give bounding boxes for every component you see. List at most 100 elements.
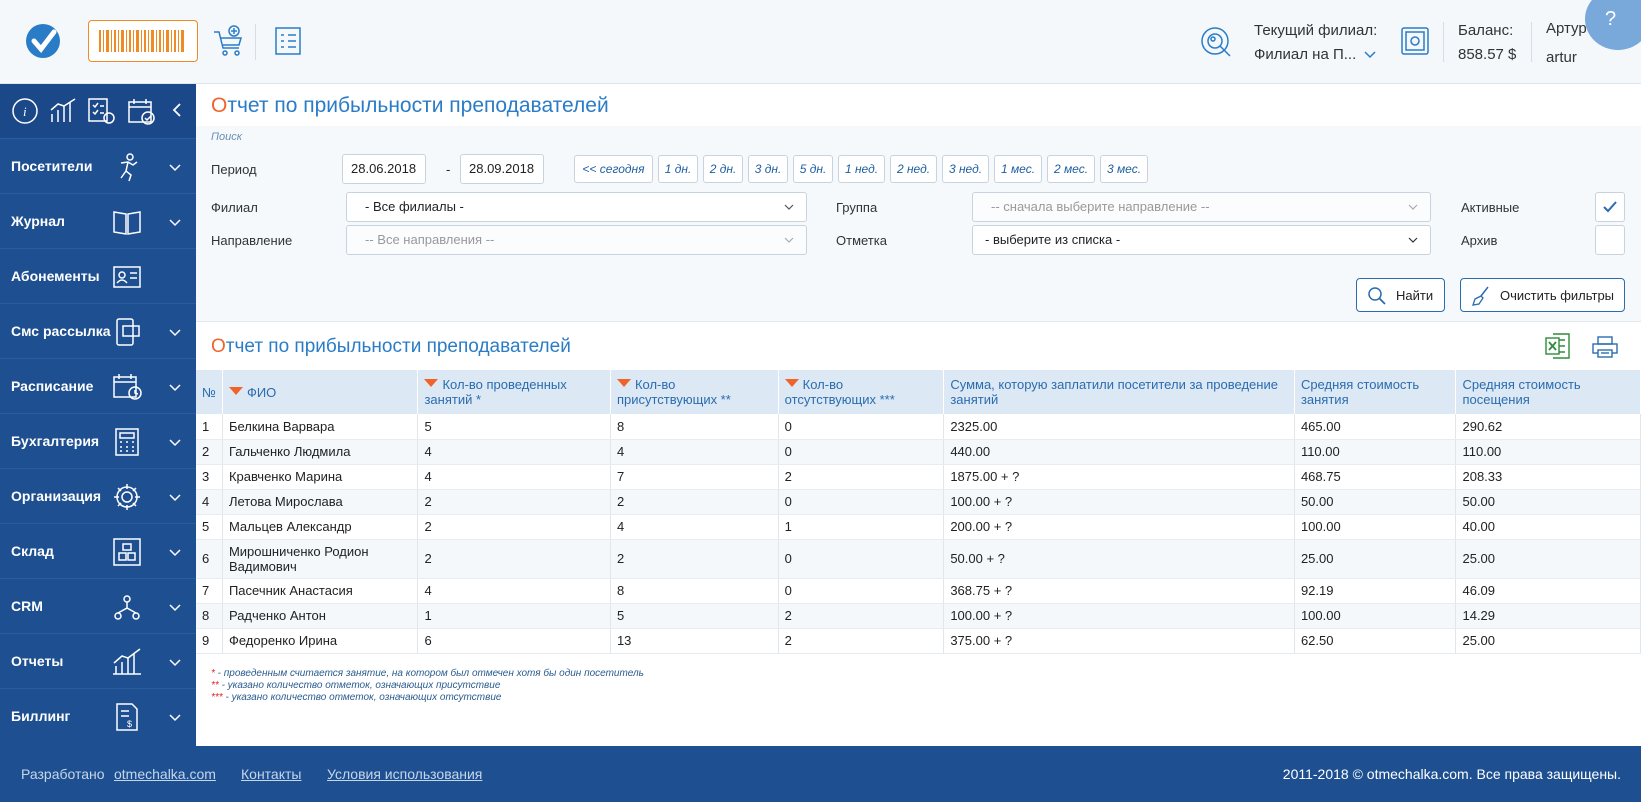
cart-icon[interactable]	[212, 24, 244, 58]
cell-name: Гальченко Людмила	[222, 439, 419, 465]
help-button[interactable]: ?	[1585, 0, 1641, 50]
group-filter-value: -- сначала выберите направление --	[991, 199, 1210, 214]
calendar-check-icon[interactable]	[126, 96, 156, 126]
barcode-button[interactable]	[88, 20, 198, 62]
developed-label: Разработано	[21, 766, 105, 782]
chart-icon	[113, 648, 141, 675]
sidebar-item-organization[interactable]: Организация	[0, 468, 196, 523]
cell-lessons: 4	[417, 464, 611, 490]
sidebar-item-accounting[interactable]: Бухгалтерия	[0, 413, 196, 468]
branch-filter-label: Филиал	[211, 200, 258, 215]
sidebar-item-label: Отчеты	[11, 653, 64, 669]
sort-arrow-icon	[616, 379, 631, 387]
cell-lessons: 4	[417, 439, 611, 465]
collapse-sidebar-icon[interactable]	[170, 102, 184, 118]
cell-lessons: 2	[417, 539, 611, 579]
logo-icon[interactable]	[24, 22, 62, 60]
person-icon	[120, 153, 138, 182]
user-login[interactable]: artur	[1546, 49, 1577, 66]
col-header-name[interactable]: ФИО	[222, 370, 419, 414]
clear-filters-button[interactable]: Очистить фильтры	[1460, 278, 1625, 312]
current-branch-select[interactable]: Филиал на П...	[1254, 46, 1357, 63]
chevron-down-icon[interactable]	[1364, 48, 1376, 60]
quick-3d-button[interactable]: 3 дн.	[748, 155, 788, 183]
date-to-input[interactable]: 28.09.2018	[460, 154, 544, 184]
cell-absent: 0	[778, 539, 945, 579]
date-from-input[interactable]: 28.06.2018	[342, 154, 426, 184]
cell-absent: 2	[778, 628, 945, 654]
sidebar-item-reports[interactable]: Отчеты	[0, 633, 196, 688]
sidebar-item-warehouse[interactable]: Склад	[0, 523, 196, 578]
branch-filter-select[interactable]: - Все филиалы -	[346, 192, 807, 222]
contacts-link[interactable]: Контакты	[241, 766, 302, 782]
col-header-absent[interactable]: Кол-во отсутствующих ***	[778, 370, 945, 414]
cell-sum: 50.00 + ?	[943, 539, 1295, 579]
table-row: 8 Радченко Антон 1 5 2 100.00 + ? 100.00 14.29	[196, 603, 1641, 629]
stats-icon[interactable]	[48, 96, 78, 126]
chevron-down-icon	[1408, 204, 1418, 210]
sidebar-item-visitors[interactable]: Посетители	[0, 138, 196, 193]
group-filter-select[interactable]: -- сначала выберите направление --	[972, 192, 1431, 222]
cell-avg-lesson: 465.00	[1294, 414, 1457, 440]
info-icon[interactable]: i	[10, 96, 40, 126]
col-header-avg-visit: Средняя стоимость посещения	[1455, 370, 1641, 414]
quick-1w-button[interactable]: 1 нед.	[838, 155, 885, 183]
quick-today-button[interactable]: << сегодня	[574, 155, 653, 183]
find-button[interactable]: Найти	[1356, 278, 1445, 312]
mark-filter-label: Отметка	[836, 233, 887, 248]
sidebar-item-subscriptions[interactable]: Абонементы	[0, 248, 196, 303]
quick-1m-button[interactable]: 1 мес.	[994, 155, 1042, 183]
quick-5d-button[interactable]: 5 дн.	[793, 155, 833, 183]
table-row: 3 Кравченко Марина 4 7 2 1875.00 + ? 468.75 208…	[196, 464, 1641, 490]
cell-avg-lesson: 110.00	[1294, 439, 1457, 465]
mark-filter-select[interactable]: - выберите из списка -	[972, 225, 1431, 255]
quick-3m-button[interactable]: 3 мес.	[1100, 155, 1148, 183]
col-header-lessons[interactable]: Кол-во проведенных занятий *	[417, 370, 611, 414]
cell-avg-lesson: 100.00	[1294, 603, 1457, 629]
print-icon[interactable]	[1592, 336, 1618, 358]
cell-present: 8	[610, 414, 779, 440]
branch-search-icon[interactable]	[1198, 24, 1234, 60]
col-header-avg-lesson: Средняя стоимость занятия	[1294, 370, 1457, 414]
archive-checkbox[interactable]	[1595, 225, 1625, 255]
quick-2w-button[interactable]: 2 нед.	[890, 155, 937, 183]
sidebar-item-sms[interactable]: Смс рассылка	[0, 303, 196, 358]
checklist-icon[interactable]	[274, 26, 302, 56]
quick-2m-button[interactable]: 2 мес.	[1047, 155, 1095, 183]
cell-avg-visit: 290.62	[1455, 414, 1641, 440]
id-card-icon	[113, 266, 141, 288]
cell-avg-visit: 25.00	[1455, 628, 1641, 654]
footnote-absent: *** - указано количество отметок, означа…	[211, 692, 502, 703]
active-checkbox[interactable]	[1595, 192, 1625, 222]
footer: Разработано otmechalka.com Контакты Усло…	[0, 746, 1641, 802]
cell-avg-visit: 14.29	[1455, 603, 1641, 629]
period-label: Период	[211, 162, 257, 177]
cell-absent: 2	[778, 603, 945, 629]
cell-sum: 375.00 + ?	[943, 628, 1295, 654]
sidebar-item-crm[interactable]: CRM	[0, 578, 196, 633]
cell-name: Летова Мирослава	[222, 489, 419, 515]
excel-export-icon[interactable]	[1545, 332, 1571, 360]
sidebar-item-journal[interactable]: Журнал	[0, 193, 196, 248]
cell-lessons: 2	[417, 514, 611, 540]
quick-1d-button[interactable]: 1 дн.	[658, 155, 698, 183]
cell-sum: 100.00 + ?	[943, 603, 1295, 629]
terms-link[interactable]: Условия использования	[327, 766, 483, 782]
page-title-bar: Отчет по прибыльности преподавателей	[196, 84, 1641, 126]
cell-avg-visit: 25.00	[1455, 539, 1641, 579]
direction-filter-select[interactable]: -- Все направления --	[346, 225, 807, 255]
sidebar-item-schedule[interactable]: Расписание	[0, 358, 196, 413]
cell-avg-lesson: 468.75	[1294, 464, 1457, 490]
task-list-icon[interactable]	[86, 96, 116, 126]
col-header-present[interactable]: Кол-во присутствующих **	[610, 370, 779, 414]
sort-arrow-icon	[424, 379, 439, 387]
balance-label: Баланс:	[1458, 22, 1514, 39]
quick-2d-button[interactable]: 2 дн.	[703, 155, 743, 183]
cell-avg-lesson: 25.00	[1294, 539, 1457, 579]
developer-link[interactable]: otmechalka.com	[114, 766, 216, 782]
sidebar-item-billing[interactable]: Биллинг $	[0, 688, 196, 743]
quick-3w-button[interactable]: 3 нед.	[942, 155, 989, 183]
cell-number: 4	[196, 489, 223, 515]
safe-icon[interactable]	[1400, 26, 1430, 56]
archive-label: Архив	[1461, 233, 1498, 248]
